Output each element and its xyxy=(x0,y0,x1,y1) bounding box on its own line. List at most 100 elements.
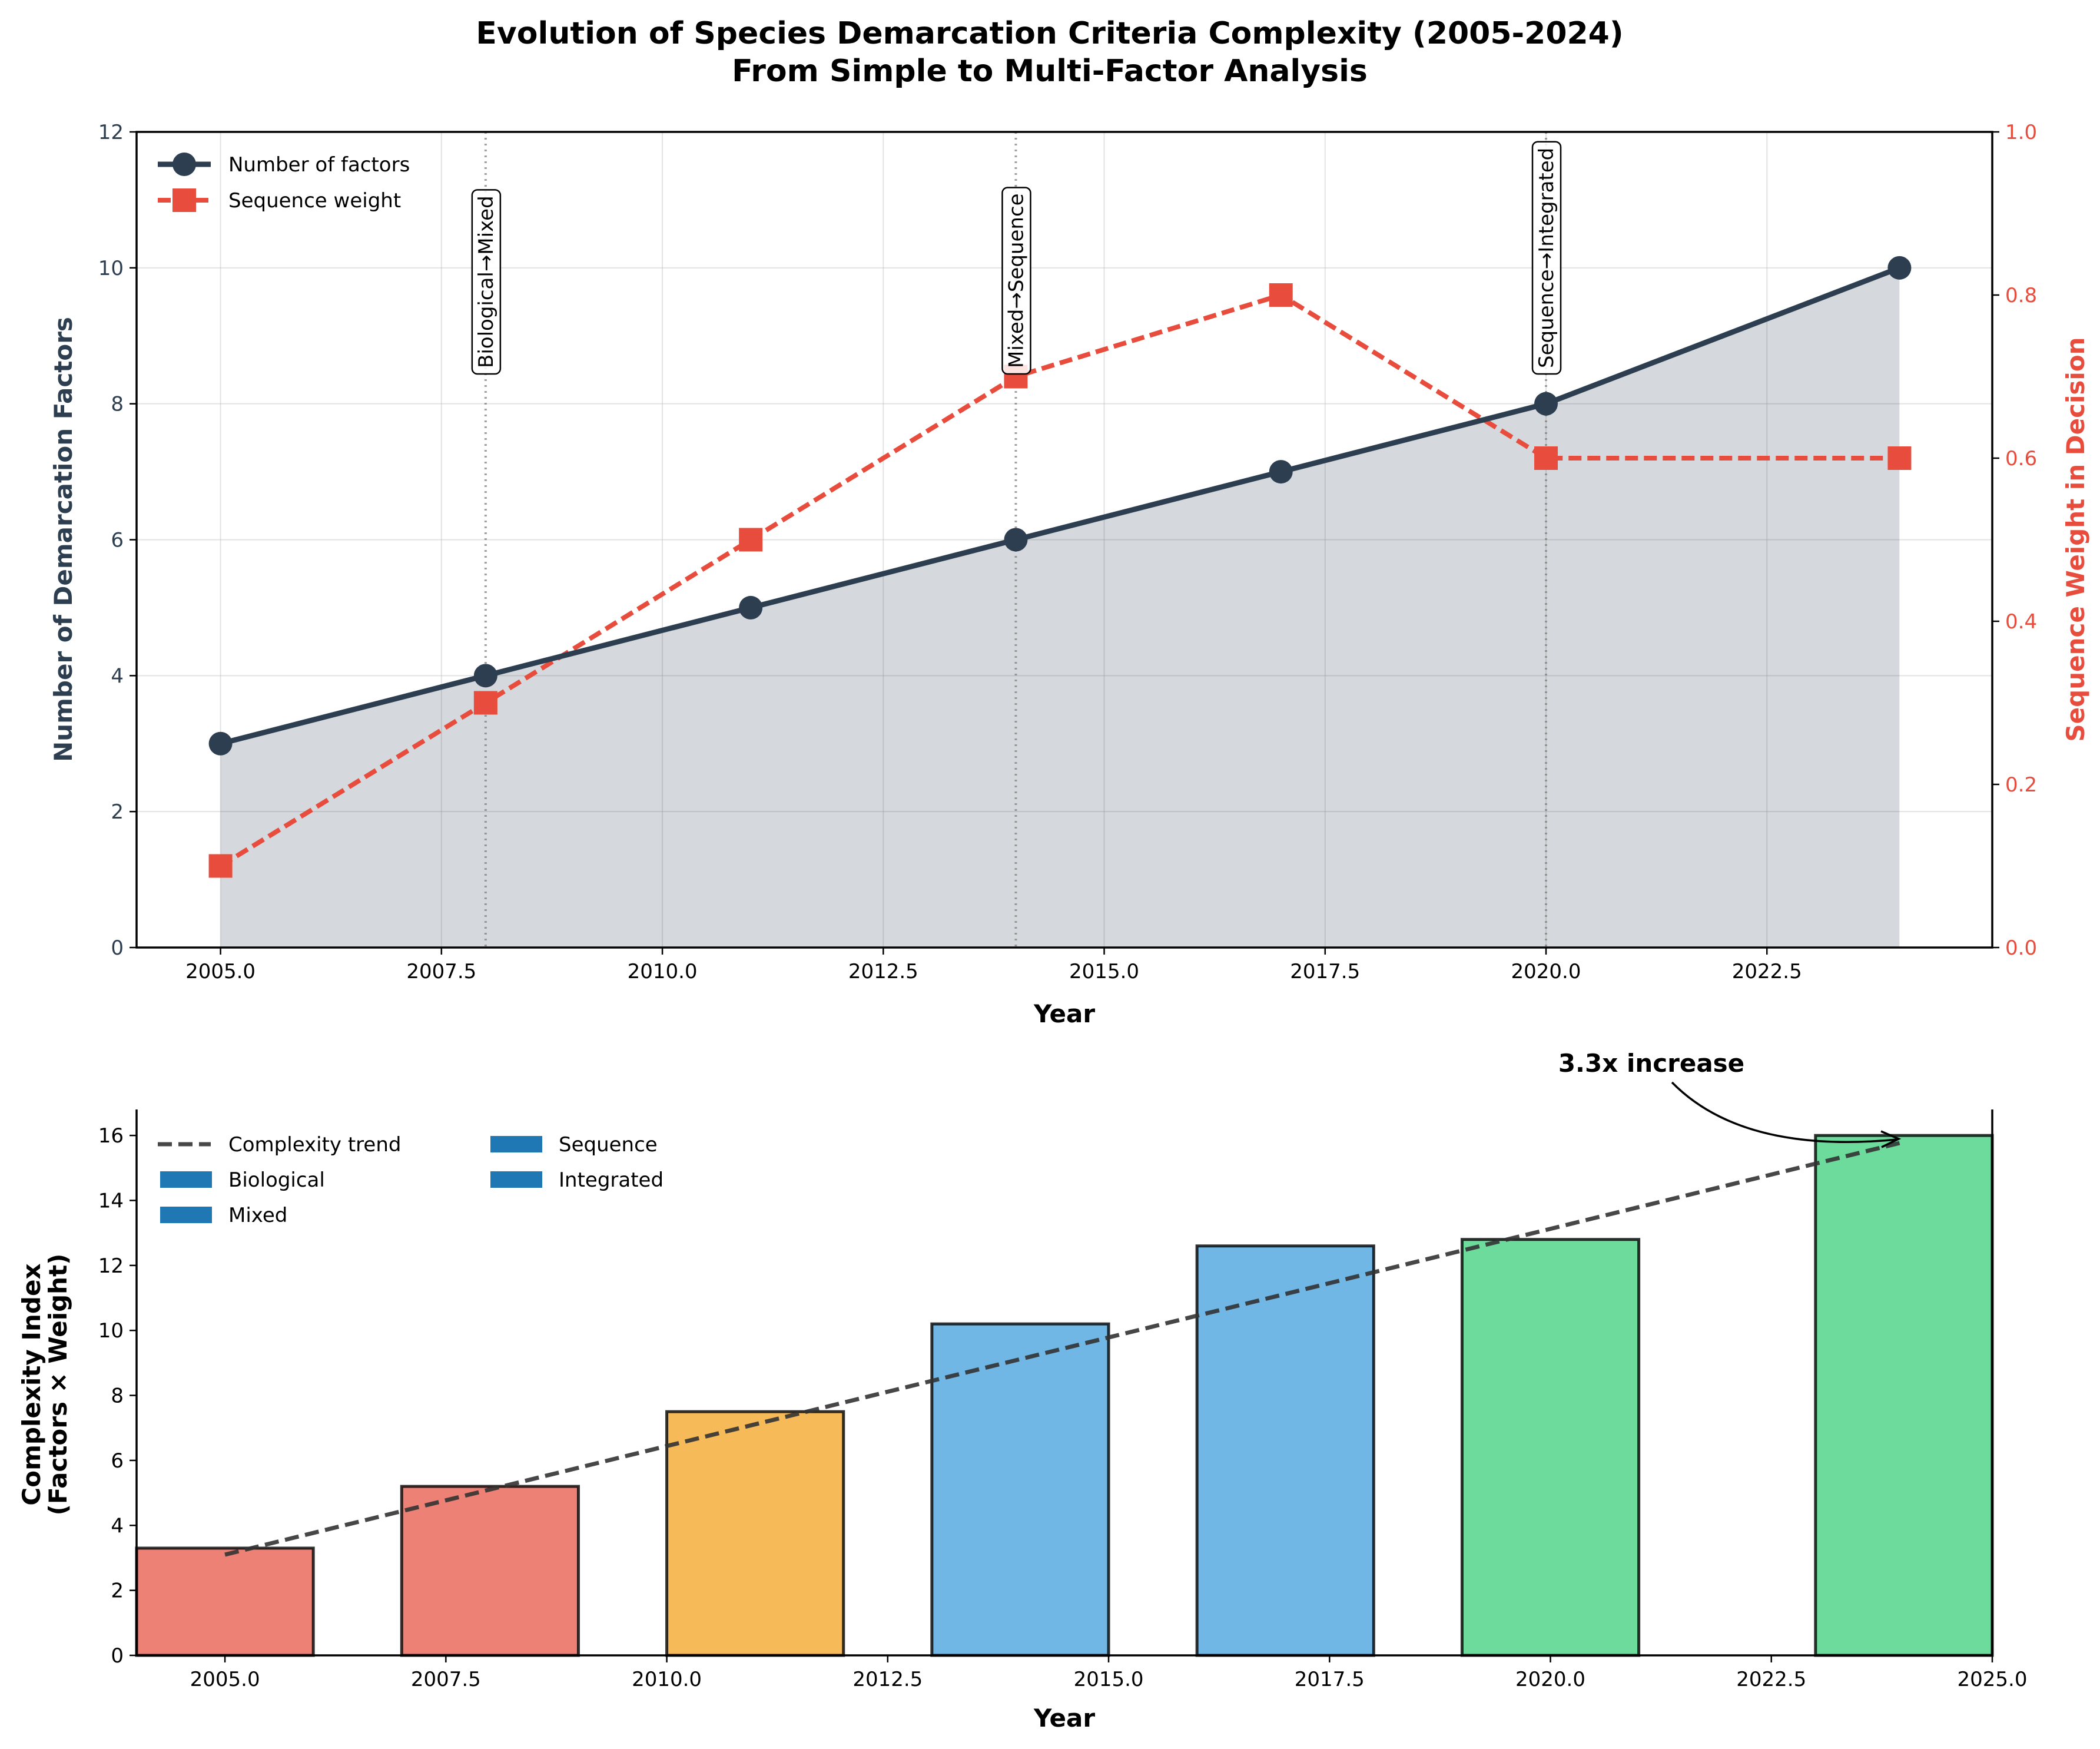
top-x-tick-label: 2005.0 xyxy=(185,960,256,983)
complexity-bar xyxy=(135,1546,315,1657)
chart-title-line2: From Simple to Multi-Factor Analysis xyxy=(732,54,1368,89)
legend-integrated-swatch xyxy=(490,1171,542,1188)
top-x-axis-title: Year xyxy=(1033,999,1095,1028)
top-y2-tick-label: 0.6 xyxy=(2005,447,2037,471)
weight-point xyxy=(473,691,497,715)
bottom-x-tick-label: 2022.5 xyxy=(1736,1668,1806,1691)
factors-markers xyxy=(208,256,1912,756)
top-x-tick-label: 2020.0 xyxy=(1511,960,1581,983)
top-y-tick-label: 10 xyxy=(98,257,124,280)
bottom-x-tick-label: 2017.5 xyxy=(1295,1668,1365,1691)
top-x-tick-label: 2007.5 xyxy=(406,960,476,983)
weight-point xyxy=(1534,446,1558,470)
transition-label-box xyxy=(471,189,502,375)
top-y2-tick-label: 0.4 xyxy=(2005,610,2037,634)
annotation-arrowhead xyxy=(1880,1130,1902,1148)
complexity-bar xyxy=(665,1410,845,1657)
factors-point xyxy=(473,664,497,688)
transition-label: Biological→Mixed xyxy=(471,189,502,375)
bottom-legend: Complexity trend Biological Mixed Sequen… xyxy=(158,1133,663,1227)
legend-factors-label: Number of factors xyxy=(228,153,410,177)
bottom-x-tick-label: 2012.5 xyxy=(852,1668,923,1691)
annotation-arrow xyxy=(1671,1081,1897,1143)
complexity-bar xyxy=(1460,1238,1641,1657)
bottom-y-axis-title-line1: Complexity Index xyxy=(17,1263,46,1505)
top-x-axis-ticks: 2005.0 2007.5 2010.0 2012.5 2015.0 2017.5 2020… xyxy=(185,948,1802,983)
top-legend: Number of factors Sequence weight xyxy=(158,153,410,213)
top-y2-tick-label: 0.2 xyxy=(2005,773,2037,797)
transition-label-text: Biological→Mixed xyxy=(475,196,498,368)
legend-weight-marker xyxy=(172,188,196,212)
top-y2-tick-label: 0.0 xyxy=(2005,936,2037,960)
top-y2-tick-label: 0.8 xyxy=(2005,284,2037,307)
factors-point xyxy=(739,595,763,620)
bottom-y-tick-label: 6 xyxy=(111,1449,124,1473)
bottom-y-axis-ticks: 0 2 4 6 8 10 12 14 16 xyxy=(98,1124,137,1668)
legend-mixed-swatch xyxy=(160,1207,212,1223)
bottom-chart-panel: 2005.0 2007.5 2010.0 2012.5 2015.0 2017.5 2020… xyxy=(17,1049,2027,1733)
bottom-y-tick-label: 2 xyxy=(111,1579,124,1603)
complexity-bar xyxy=(930,1322,1110,1657)
bottom-y-tick-label: 4 xyxy=(111,1514,124,1538)
top-right-y-axis-ticks: 0.0 0.2 0.4 0.6 0.8 1.0 xyxy=(1992,121,2037,960)
bottom-y-tick-label: 0 xyxy=(111,1644,124,1668)
weight-point xyxy=(1887,446,1912,470)
top-x-tick-label: 2015.0 xyxy=(1069,960,1139,983)
top-chart-panel: Biological→Mixed Mixed→Sequence Sequence→I… xyxy=(49,121,2090,1028)
top-x-tick-label: 2012.5 xyxy=(848,960,918,983)
top-y-tick-label: 0 xyxy=(111,936,124,960)
complexity-bars xyxy=(135,1134,1994,1657)
annotation-text: 3.3x increase xyxy=(1558,1049,1744,1078)
top-y-tick-label: 8 xyxy=(111,393,124,416)
bottom-y-tick-label: 14 xyxy=(98,1190,124,1213)
sequence-weight-markers xyxy=(208,283,1912,878)
transition-label-text: Sequence→Integrated xyxy=(1535,148,1558,368)
bottom-y-tick-label: 10 xyxy=(98,1319,124,1343)
complexity-bar xyxy=(400,1485,580,1657)
transition-label: Sequence→Integrated xyxy=(1531,141,1562,375)
bottom-x-tick-label: 2015.0 xyxy=(1074,1668,1144,1691)
top-y-tick-label: 6 xyxy=(111,529,124,552)
transition-label-text: Mixed→Sequence xyxy=(1004,193,1028,368)
top-y2-axis-title: Sequence Weight in Decision xyxy=(2061,337,2090,741)
bottom-y-tick-label: 16 xyxy=(98,1124,124,1148)
top-x-tick-label: 2022.5 xyxy=(1732,960,1802,983)
legend-weight-label: Sequence weight xyxy=(228,189,401,213)
legend-trend-label: Complexity trend xyxy=(228,1133,401,1157)
chart-title-line1: Evolution of Species Demarcation Criteri… xyxy=(476,16,1623,51)
bottom-x-tick-label: 2010.0 xyxy=(632,1668,702,1691)
complexity-bar xyxy=(1195,1244,1375,1657)
bottom-x-tick-label: 2020.0 xyxy=(1515,1668,1585,1691)
legend-mixed-label: Mixed xyxy=(228,1204,287,1227)
bottom-x-tick-label: 2025.0 xyxy=(1958,1668,2028,1691)
legend-biological-label: Biological xyxy=(228,1168,325,1192)
factors-point xyxy=(1004,528,1028,552)
factors-point xyxy=(1534,392,1558,416)
transition-labels: Biological→Mixed Mixed→Sequence Sequence→I… xyxy=(471,141,1562,375)
transition-label-box xyxy=(1001,187,1031,375)
factors-area-fill xyxy=(220,267,1900,948)
bottom-x-axis-ticks: 2005.0 2007.5 2010.0 2012.5 2015.0 2017.5 2020… xyxy=(190,1655,2028,1691)
bottom-y-axis-title-line2: (Factors × Weight) xyxy=(44,1254,72,1516)
weight-point xyxy=(1269,283,1293,307)
legend-sequence-label: Sequence xyxy=(559,1133,658,1157)
top-x-tick-label: 2017.5 xyxy=(1290,960,1360,983)
increase-annotation: 3.3x increase xyxy=(1558,1049,1902,1148)
transition-label-box xyxy=(1531,141,1562,375)
top-y-tick-label: 12 xyxy=(98,121,124,144)
legend-factors-marker xyxy=(172,153,196,176)
legend-sequence-swatch xyxy=(490,1136,542,1152)
bottom-y-tick-label: 12 xyxy=(98,1254,124,1278)
legend-biological-swatch xyxy=(160,1171,212,1188)
bottom-y-tick-label: 8 xyxy=(111,1384,124,1408)
top-y-tick-label: 4 xyxy=(111,664,124,688)
complexity-bar xyxy=(1814,1134,1994,1657)
factors-point xyxy=(208,731,233,756)
bottom-x-axis-title: Year xyxy=(1033,1704,1095,1733)
factors-point xyxy=(1269,460,1293,484)
weight-point xyxy=(208,854,233,878)
factors-point xyxy=(1887,256,1912,280)
top-y-tick-label: 2 xyxy=(111,800,124,824)
top-left-y-axis-ticks: 0 2 4 6 8 10 12 xyxy=(98,121,137,960)
top-x-tick-label: 2010.0 xyxy=(628,960,698,983)
